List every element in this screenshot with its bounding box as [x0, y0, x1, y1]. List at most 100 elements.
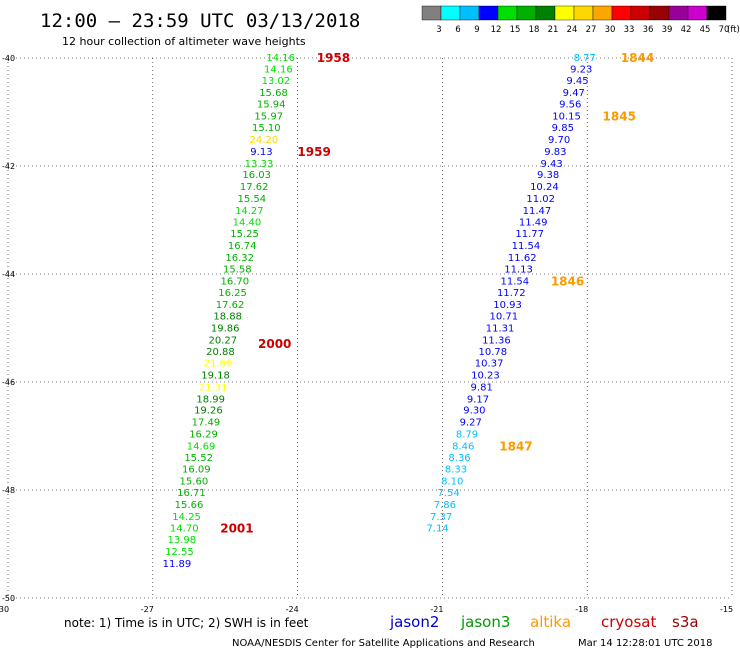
legend-swatch-30 [592, 5, 613, 21]
legend-swatch-45 [687, 5, 708, 21]
swh-label-jason3: 19.26 [194, 406, 223, 417]
swh-label-jason3: 14.27 [235, 206, 264, 217]
y-tick-label: -46 [2, 378, 15, 387]
legend-label-6: 6 [455, 25, 460, 35]
swh-label-jason3: 16.32 [225, 253, 254, 264]
swh-label-jason2: 11.49 [519, 218, 548, 229]
satellite-label-jason3: jason3 [460, 613, 510, 631]
swh-label-jason3: 13.33 [245, 159, 274, 170]
swh-label-jason2: 9.56 [559, 99, 581, 110]
pass-time-jason3: 1959 [297, 145, 330, 159]
swh-label-jason3: 16.29 [189, 429, 218, 440]
swh-label-jason3: 16.09 [182, 464, 211, 475]
swh-label-jason3: 14.25 [172, 512, 201, 523]
legend-swatch-21 [535, 5, 556, 21]
swh-label-jason2: 11.54 [512, 241, 541, 252]
swh-label-jason2: 7.86 [434, 500, 456, 511]
swh-label-jason3: 14.16 [266, 53, 295, 64]
footer-credit: NOAA/NESDIS Center for Satellite Applica… [232, 638, 535, 649]
satellite-label-cryosat: cryosat [601, 613, 656, 631]
legend-label-45: 45 [700, 25, 711, 35]
legend-label-33: 33 [624, 25, 635, 35]
swh-label-jason3: 17.49 [192, 418, 221, 429]
swh-label-jason2: 9.30 [463, 406, 485, 417]
satellite-label-altika: altika [530, 613, 571, 631]
legend-unit: (ft) [727, 25, 740, 35]
satellite-label-jason2: jason2 [389, 613, 439, 631]
x-tick-label: -30 [0, 605, 9, 614]
pass-time-jason2: 1847 [499, 439, 532, 453]
legend-label-21: 21 [548, 25, 559, 35]
legend-label-12: 12 [491, 25, 502, 35]
x-tick-label: -18 [575, 605, 588, 614]
legend-swatch-24 [554, 5, 575, 21]
swh-label-jason2: 10.15 [552, 111, 581, 122]
swh-label-jason3: 15.10 [252, 123, 281, 134]
swh-label-jason2: 8.79 [456, 429, 478, 440]
satellite-legend: jason2 jason3 altika cryosat s3a [389, 613, 699, 631]
legend-label-15: 15 [510, 25, 521, 35]
swh-label-jason3: 15.97 [254, 111, 283, 122]
legend-swatch-3 [421, 5, 442, 21]
swh-label-jason3: 19.18 [201, 371, 230, 382]
swh-label-jason2: 11.47 [523, 206, 552, 217]
color-scale-legend: 3 6 9 12 15 18 21 24 27 30 33 36 39 42 45 70(ft) [421, 5, 740, 35]
swh-label-jason2: 10.93 [493, 300, 522, 311]
pass-time-jason3: 2001 [220, 521, 253, 535]
swh-label-jason2: 9.38 [537, 170, 559, 181]
swh-label-jason3: 14.70 [170, 523, 199, 534]
legend-swatch-12 [478, 5, 499, 21]
swh-label-jason3: 16.03 [242, 170, 271, 181]
pass-time-jason2: 1844 [621, 51, 654, 65]
legend-swatch-18 [516, 5, 537, 21]
swh-label-jason2: 8.77 [574, 53, 596, 64]
wave-height-labels: 14.1614.1613.0215.6815.9415.9715.1024.20… [163, 53, 596, 570]
swh-label-jason3: 15.25 [230, 229, 259, 240]
swh-label-jason3: 19.86 [211, 324, 240, 335]
swh-label-jason2: 9.27 [460, 418, 482, 429]
swh-label-jason3: 20.27 [208, 335, 237, 346]
swh-label-jason3: 9.13 [250, 147, 272, 158]
swh-label-jason2: 9.81 [471, 382, 493, 393]
x-tick-label: -24 [286, 605, 299, 614]
legend-swatch-9 [459, 5, 480, 21]
legend-swatch-42 [668, 5, 689, 21]
pass-time-jason3: 2000 [258, 337, 291, 351]
pass-time-jason2: 1845 [603, 109, 636, 123]
swh-label-jason2: 11.31 [486, 324, 515, 335]
legend-label-70: 70 [719, 25, 730, 35]
axis-ticks: -40 -42 -44 -46 -48 -50 -30 -27 -24 -21 -18 -15 [0, 54, 733, 614]
swh-label-jason2: 8.10 [441, 476, 463, 487]
swh-label-jason2: 11.54 [500, 277, 529, 288]
plot-grid [7, 57, 733, 599]
legend-label-39: 39 [662, 25, 673, 35]
page-subtitle: 12 hour collection of altimeter wave hei… [62, 35, 306, 48]
legend-label-9: 9 [474, 25, 479, 35]
legend-swatch-33 [611, 5, 632, 21]
page-title: 12:00 – 23:59 UTC 03/13/2018 [40, 10, 360, 32]
swh-label-jason3: 16.25 [218, 288, 247, 299]
y-tick-label: -50 [2, 594, 15, 603]
x-tick-label: -21 [430, 605, 443, 614]
swh-label-jason3: 17.62 [216, 300, 245, 311]
swh-label-jason2: 9.45 [566, 76, 588, 87]
swh-label-jason3: 15.54 [237, 194, 266, 205]
y-tick-label: -40 [2, 54, 15, 63]
swh-label-jason3: 12.55 [165, 547, 194, 558]
swh-label-jason3: 20.88 [206, 347, 235, 358]
swh-label-jason2: 11.36 [482, 335, 511, 346]
swh-label-jason2: 11.13 [504, 265, 533, 276]
satellite-label-s3a: s3a [672, 613, 699, 631]
swh-label-jason3: 21.66 [204, 359, 233, 370]
swh-label-jason3: 16.74 [228, 241, 257, 252]
legend-swatch-27 [573, 5, 594, 21]
pass-time-labels: 1958 1959 2000 2001 1844 1845 1846 1847 [220, 51, 654, 535]
y-tick-label: -42 [2, 162, 15, 171]
swh-label-jason3: 11.89 [163, 559, 192, 570]
swh-label-jason3: 16.70 [221, 277, 250, 288]
swh-label-jason3: 15.66 [175, 500, 204, 511]
legend-swatch-15 [497, 5, 518, 21]
swh-label-jason2: 9.47 [563, 88, 585, 99]
